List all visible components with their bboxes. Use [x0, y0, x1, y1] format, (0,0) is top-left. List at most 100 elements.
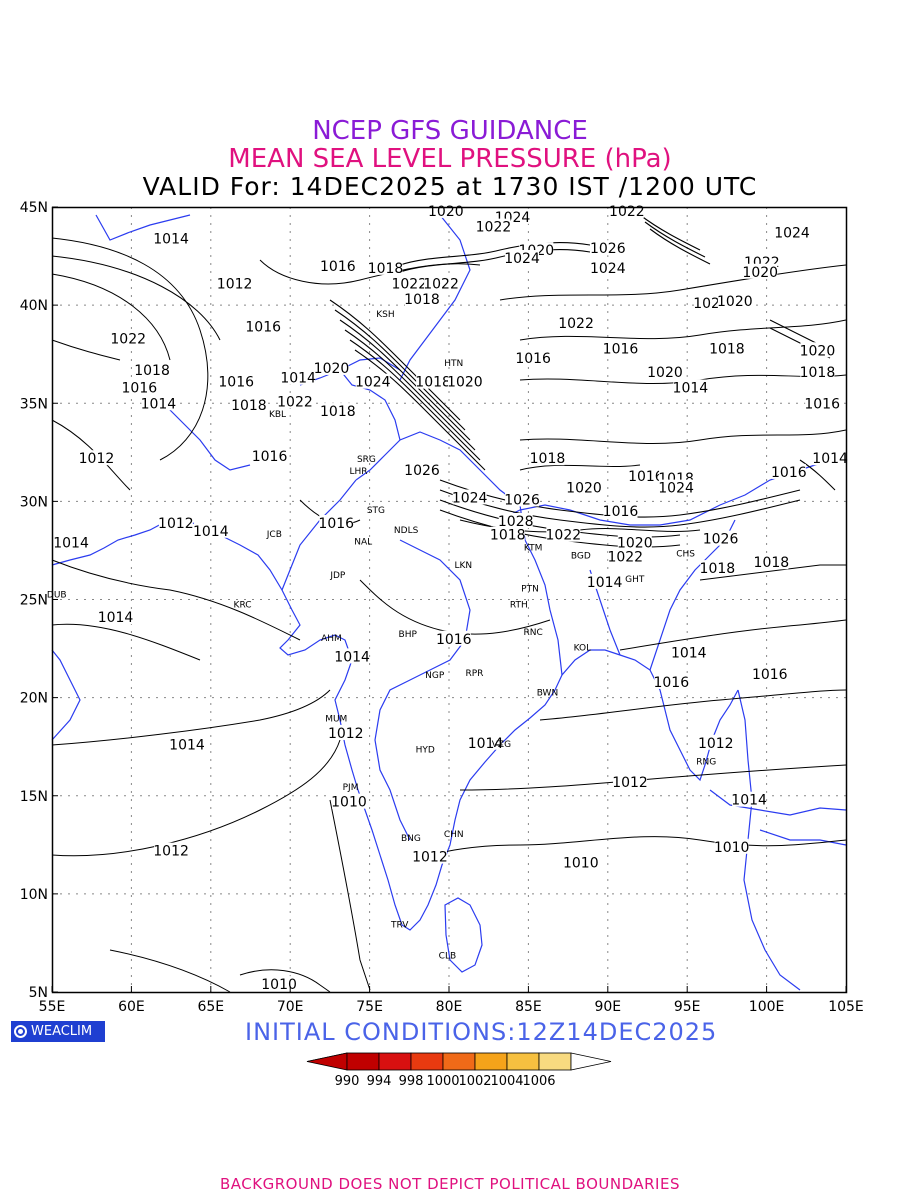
isobar-label: 1010	[714, 840, 750, 856]
x-tick-label: 100E	[749, 999, 785, 1015]
isobar-label-bg	[709, 340, 744, 356]
isobar-label-bg	[424, 275, 459, 291]
isobar-label-bg	[328, 724, 363, 740]
station-code: JCB	[266, 530, 282, 540]
station-code: KBL	[269, 410, 286, 420]
isobar-label-bg	[231, 397, 266, 413]
isobar-label: 1016	[752, 667, 788, 683]
isobar-labels: 1014 1012 1016 1018 1022 1022 1018 1020 1024 1022…	[53, 202, 848, 993]
isobar-label: 1012	[612, 775, 648, 791]
isobar-label-bg	[219, 373, 254, 389]
isobar-label-bg	[158, 514, 193, 530]
y-tick-label: 20N	[20, 691, 48, 707]
isobar-label-bg	[613, 774, 648, 790]
isobar-label-bg	[98, 609, 133, 625]
colorbar-swatch	[378, 1052, 412, 1071]
isobar-label: 1020	[447, 375, 483, 391]
x-tick-label: 65E	[197, 999, 224, 1015]
isobar-label: 1016	[603, 504, 639, 520]
station-code: BGD	[571, 551, 591, 561]
isobar-label: 1022	[277, 394, 313, 410]
station-code: KOL	[574, 644, 592, 654]
isobar-label-bg	[754, 554, 789, 570]
isobar-label-bg	[732, 791, 767, 807]
isobar-label: 1014	[587, 575, 623, 591]
isobar-label: 1020	[314, 361, 350, 377]
isobar-label: 1020	[566, 481, 602, 497]
isobar-label-bg	[775, 224, 810, 240]
station-code: JDP	[329, 571, 346, 581]
isobar-label: 1010	[261, 977, 297, 993]
colorbar-swatch	[410, 1052, 444, 1071]
isobar-label-bg	[468, 734, 503, 750]
isobar-label: 1022	[110, 331, 146, 347]
isobar-label: 1014	[334, 649, 370, 665]
x-tick-label: 55E	[39, 999, 66, 1015]
x-tick-label: 90E	[594, 999, 621, 1015]
isobar-label-bg	[428, 202, 463, 218]
isobar-label: 1018	[709, 341, 745, 357]
isobar-label: 1016	[771, 465, 807, 481]
station-code: KRC	[234, 600, 252, 610]
station-code: RNG	[696, 757, 716, 767]
station-code: RTH	[510, 600, 528, 610]
isobar-label: 1016	[245, 320, 281, 336]
map-title: NCEP GFS GUIDANCE	[312, 116, 588, 146]
x-tick-label: 75E	[356, 999, 383, 1015]
isobar-label: 1018	[231, 398, 267, 414]
x-tick-label: 60E	[118, 999, 145, 1015]
colorbar-right-triangle	[570, 1052, 612, 1071]
isobar-label-bg	[246, 318, 281, 334]
station-code: NGP	[425, 671, 445, 681]
y-tick-label: 10N	[20, 887, 48, 903]
isobar-label-bg	[319, 514, 354, 530]
isobar-label: 1012	[79, 451, 115, 467]
station-code: KSH	[376, 310, 394, 320]
station-code: DUB	[47, 591, 67, 601]
isobar-label-bg	[609, 202, 644, 218]
station-code: KTM	[524, 544, 542, 554]
isobar-label-bg	[590, 240, 625, 256]
station-code: NAL	[354, 538, 372, 548]
isobar-label: 1014	[53, 536, 89, 552]
isobar-label-bg	[505, 250, 540, 266]
isobar-label: 1016	[122, 381, 158, 397]
isobar-label: 1018	[490, 528, 526, 544]
station-code: CHS	[676, 549, 695, 559]
isobar-label: 1028	[498, 514, 534, 530]
isobar-label-bg	[628, 467, 663, 483]
y-tick-label: 45N	[20, 200, 48, 216]
isobar-label-bg	[405, 461, 440, 477]
x-tick-label: 80E	[436, 999, 463, 1015]
isobar-label: 1018	[134, 363, 170, 379]
isobar-label: 1018	[800, 365, 836, 381]
isobar-label-bg	[320, 403, 355, 419]
isobar-label-bg	[447, 373, 482, 389]
isobar-label: 1022	[607, 549, 643, 565]
isobar-label-bg	[805, 395, 840, 411]
logo-text: WEACLIM	[31, 1024, 93, 1039]
isobar-label: 1012	[328, 726, 364, 742]
isobar-label-bg	[252, 448, 287, 464]
isobar-label-bg	[608, 548, 643, 564]
y-tick-label: 5N	[29, 985, 48, 1001]
colorbar-label: 1004	[490, 1074, 523, 1089]
isobar-label: 1012	[153, 844, 189, 860]
disclaimer: BACKGROUND DOES NOT DEPICT POLITICAL BOU…	[220, 1175, 680, 1193]
isobar-label: 1014	[731, 793, 767, 809]
isobar-label: 1014	[153, 231, 189, 247]
isobar-label: 1016	[318, 516, 354, 532]
grid-lines	[52, 207, 846, 992]
isobar-label: 1020	[800, 343, 836, 359]
initial-conditions: INITIAL CONDITIONS:12Z14DEC2025	[245, 1018, 718, 1046]
isobar-label-bg	[135, 361, 170, 377]
isobar-label: 1024	[590, 261, 626, 277]
isobar-label: 1020	[428, 204, 464, 220]
colorbar-label: 998	[399, 1074, 424, 1089]
isobar-label: 1012	[217, 277, 253, 293]
station-code: RNC	[524, 628, 543, 638]
isobar-label: 1022	[476, 220, 512, 236]
station-labels: KSH HTN SRG LHR KBL DUB KRC JCB STG NAL NDLS JDP LKN…	[47, 310, 716, 962]
